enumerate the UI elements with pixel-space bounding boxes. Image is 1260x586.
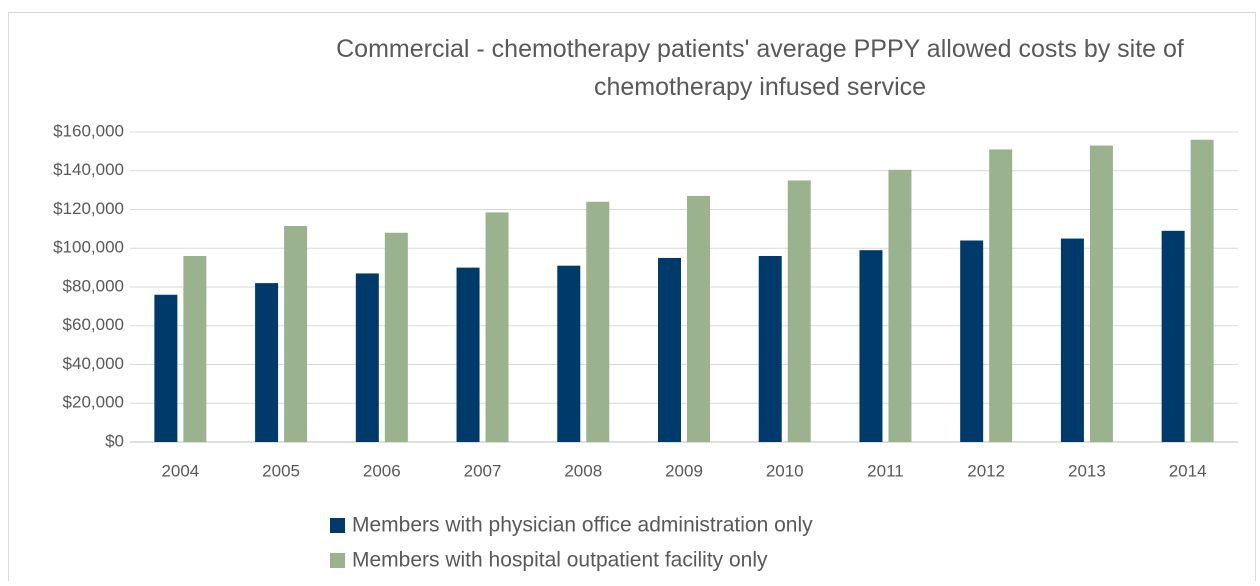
bar xyxy=(485,212,509,442)
x-tick-label: 2012 xyxy=(967,461,1005,480)
x-tick-label: 2013 xyxy=(1068,461,1106,480)
x-tick-label: 2014 xyxy=(1169,461,1207,480)
y-tick-label: $120,000 xyxy=(53,199,124,218)
y-tick-label: $100,000 xyxy=(53,238,124,257)
x-tick-label: 2006 xyxy=(363,461,401,480)
y-tick-label: $40,000 xyxy=(63,354,124,373)
bar xyxy=(355,273,379,442)
legend-swatch xyxy=(330,518,345,533)
legend-swatch xyxy=(330,553,345,568)
bar xyxy=(1060,238,1084,442)
bar xyxy=(255,283,279,442)
bar xyxy=(687,195,710,442)
bar xyxy=(960,240,984,442)
bar xyxy=(1161,230,1185,442)
y-tick-label: $0 xyxy=(105,431,124,450)
x-tick-label: 2011 xyxy=(867,461,904,480)
bar xyxy=(1190,139,1214,442)
chart-title: Commercial - chemotherapy patients' aver… xyxy=(336,35,1184,101)
x-tick-label: 2005 xyxy=(262,461,300,480)
bar xyxy=(1089,145,1113,442)
bar xyxy=(859,250,883,442)
x-tick-label: 2008 xyxy=(564,461,602,480)
y-tick-label: $80,000 xyxy=(63,276,124,295)
x-tick-label: 2010 xyxy=(766,461,804,480)
bar xyxy=(384,232,408,442)
legend-label: Members with hospital outpatient facilit… xyxy=(352,549,768,572)
bar xyxy=(758,256,782,442)
bar xyxy=(557,265,581,442)
y-tick-label: $20,000 xyxy=(63,393,124,412)
legend-label: Members with physician office administra… xyxy=(352,514,813,537)
chart-frame xyxy=(8,12,1256,586)
y-tick-label: $160,000 xyxy=(53,121,124,140)
y-tick-label: $140,000 xyxy=(53,160,124,179)
bar xyxy=(586,201,610,442)
bar xyxy=(989,149,1013,442)
bar xyxy=(888,169,912,442)
x-tick-label: 2004 xyxy=(161,461,199,480)
x-tick-label: 2007 xyxy=(464,461,502,480)
bar xyxy=(183,256,207,442)
bar xyxy=(154,294,178,442)
bar xyxy=(658,257,681,442)
bar xyxy=(284,225,308,442)
y-tick-label: $60,000 xyxy=(63,315,124,334)
x-tick-label: 2009 xyxy=(665,461,703,480)
bar xyxy=(787,180,811,442)
bar xyxy=(456,267,480,442)
